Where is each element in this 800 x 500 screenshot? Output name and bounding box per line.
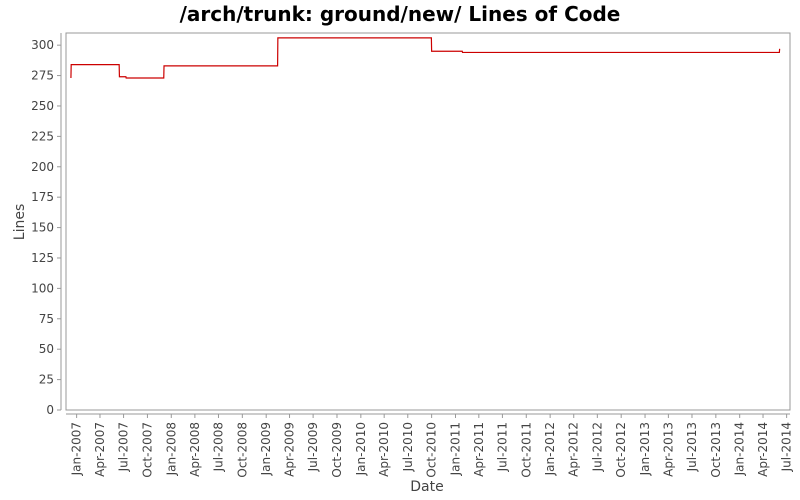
plot-area xyxy=(65,32,791,411)
y-tick-label: 200 xyxy=(31,160,54,174)
y-tick-label: 250 xyxy=(31,99,54,113)
series-line xyxy=(70,37,781,79)
x-tick-label: Oct-2013 xyxy=(709,422,723,478)
x-tick-label: Oct-2011 xyxy=(519,422,533,478)
x-tick-label: Jan-2012 xyxy=(543,422,557,476)
x-tick-label: Apr-2014 xyxy=(756,422,770,477)
y-tick-label: 25 xyxy=(39,373,54,387)
x-tick-label: Apr-2013 xyxy=(661,422,675,477)
x-tick-label: Jan-2014 xyxy=(733,422,747,476)
x-tick-label: Apr-2008 xyxy=(188,422,202,477)
y-tick-label: 100 xyxy=(31,281,54,295)
series-layer xyxy=(70,37,781,79)
y-tick-label: 225 xyxy=(31,129,54,143)
y-axis-ticks: 0 25 50 75 100 125 150 175 200 225 250 275 300 xyxy=(31,38,61,417)
y-tick-label: 50 xyxy=(39,342,54,356)
x-tick-label: Jan-2008 xyxy=(164,422,178,476)
y-tick-label: 75 xyxy=(39,312,54,326)
y-tick-label: 175 xyxy=(31,190,54,204)
chart-title: /arch/trunk: ground/new/ Lines of Code xyxy=(179,2,621,26)
x-tick-label: Apr-2010 xyxy=(377,422,391,477)
x-tick-label: Apr-2011 xyxy=(472,422,486,477)
y-tick-label: 300 xyxy=(31,38,54,52)
x-tick-label: Jul-2007 xyxy=(117,422,131,472)
x-tick-label: Oct-2008 xyxy=(235,422,249,478)
x-tick-label: Apr-2012 xyxy=(567,422,581,477)
y-tick-label: 150 xyxy=(31,221,54,235)
x-tick-label: Oct-2007 xyxy=(140,422,154,478)
y-tick-label: 0 xyxy=(46,403,54,417)
x-tick-label: Jan-2009 xyxy=(259,422,273,476)
y-axis-label: Lines xyxy=(12,204,28,240)
x-tick-label: Oct-2009 xyxy=(330,422,344,478)
x-tick-label: Jul-2013 xyxy=(685,422,699,472)
x-tick-label: Jul-2012 xyxy=(590,422,604,472)
x-tick-label: Apr-2007 xyxy=(93,422,107,477)
x-tick-label: Jan-2013 xyxy=(638,422,652,476)
x-axis-ticks: Jan-2007 Apr-2007 Jul-2007 Oct-2007 Jan-2008… xyxy=(70,414,794,478)
x-tick-label: Jul-2008 xyxy=(211,422,225,472)
x-tick-label: Jan-2010 xyxy=(354,422,368,476)
x-axis-label: Date xyxy=(410,479,443,495)
x-tick-label: Jul-2010 xyxy=(401,422,415,472)
x-tick-label: Jul-2014 xyxy=(780,422,794,472)
x-tick-label: Jan-2011 xyxy=(448,422,462,476)
x-tick-label: Oct-2012 xyxy=(614,422,628,478)
x-tick-label: Jul-2009 xyxy=(306,422,320,472)
x-tick-label: Oct-2010 xyxy=(425,422,439,478)
x-tick-label: Jan-2007 xyxy=(70,422,84,476)
y-tick-label: 275 xyxy=(31,69,54,83)
y-tick-label: 125 xyxy=(31,251,54,265)
x-tick-label: Apr-2009 xyxy=(283,422,297,477)
x-tick-label: Jul-2011 xyxy=(495,422,509,472)
